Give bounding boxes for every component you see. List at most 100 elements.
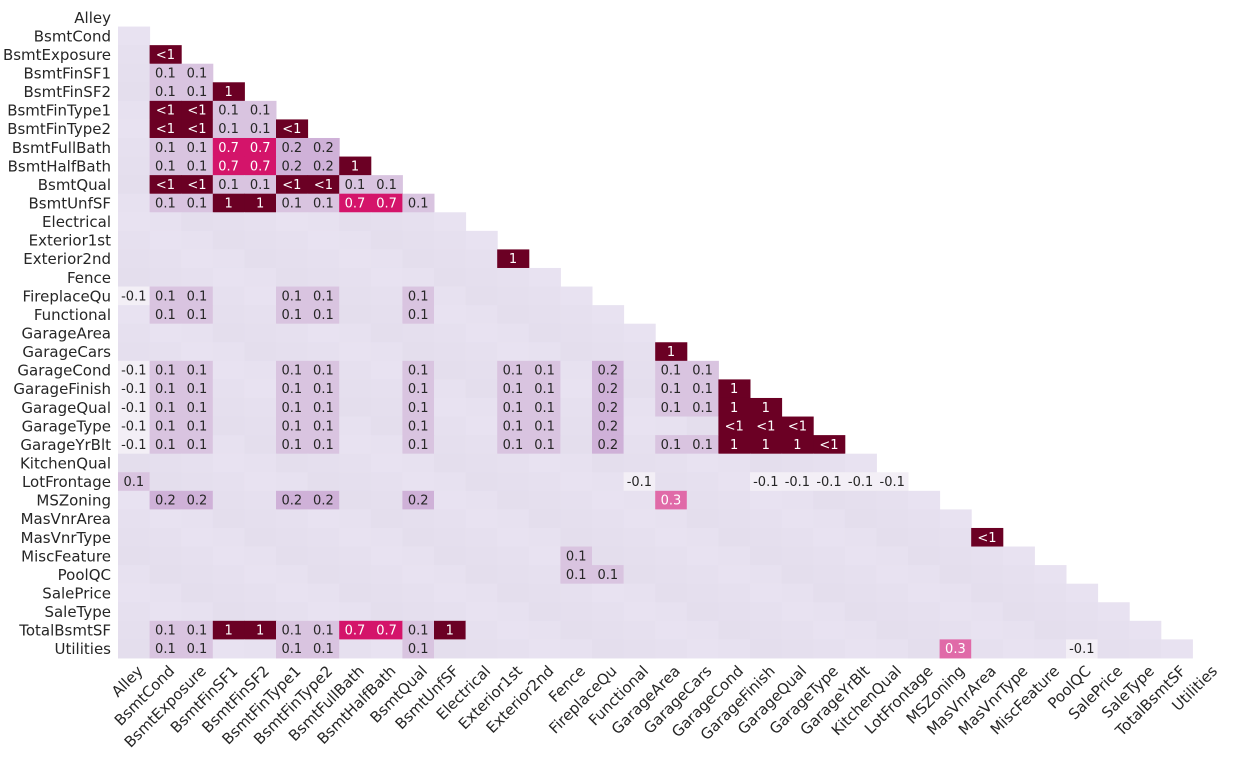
heatmap-cell	[434, 267, 467, 288]
cell-value-label: 0.1	[597, 568, 618, 583]
heatmap-cell	[560, 323, 593, 343]
cell-value-label: 0.2	[281, 141, 302, 156]
heatmap-cell	[465, 360, 498, 380]
heatmap-cell	[212, 397, 245, 418]
heatmap-cell	[181, 490, 214, 510]
heatmap-cell	[718, 453, 751, 473]
heatmap-cell	[307, 249, 340, 269]
cell-value-label: -0.1	[627, 475, 652, 490]
heatmap-cell	[149, 230, 182, 250]
cell-value-label: -0.1	[121, 382, 146, 397]
heatmap-cell	[276, 360, 309, 380]
heatmap-cell	[750, 602, 783, 622]
y-tick-label: BsmtFullBath	[12, 139, 111, 157]
heatmap-cell	[370, 639, 403, 659]
heatmap-cell	[592, 360, 625, 380]
cell-value-label: 1	[256, 196, 264, 211]
cell-value-label: 0.1	[692, 364, 713, 379]
heatmap-cell	[844, 620, 877, 640]
heatmap-cell	[181, 156, 214, 176]
heatmap-cell	[118, 45, 151, 65]
heatmap-cell	[118, 175, 151, 195]
heatmap-cell	[528, 286, 561, 306]
heatmap-cell	[402, 490, 435, 510]
heatmap-cell	[686, 602, 719, 622]
heatmap-cell	[181, 583, 214, 603]
heatmap-cell	[1002, 583, 1035, 603]
heatmap-cell	[908, 509, 941, 529]
heatmap-cell	[497, 565, 530, 585]
y-tick-label: GarageCars	[22, 343, 111, 361]
heatmap-cell	[686, 360, 719, 380]
heatmap-cell	[718, 397, 751, 418]
heatmap-cell	[307, 397, 340, 418]
heatmap-cell	[276, 546, 309, 566]
heatmap-cell	[686, 472, 719, 492]
heatmap-cell	[339, 323, 372, 343]
cell-value-label: 0.2	[408, 494, 429, 509]
y-tick-label: Exterior1st	[29, 232, 112, 250]
cell-value-label: 0.1	[187, 364, 208, 379]
cell-value-label: 0.1	[187, 438, 208, 453]
heatmap-cell	[844, 565, 877, 585]
heatmap-cell	[181, 230, 214, 250]
heatmap-cell	[149, 620, 182, 640]
heatmap-cell	[244, 416, 277, 436]
heatmap-cell	[718, 416, 751, 436]
heatmap-cell	[465, 323, 498, 343]
cell-value-label: 0.1	[155, 364, 176, 379]
heatmap-cell	[655, 546, 688, 566]
y-tick-label: Alley	[74, 9, 111, 27]
heatmap-cell	[813, 527, 846, 548]
heatmap-cell	[339, 305, 372, 325]
heatmap-cell	[497, 397, 530, 418]
heatmap-cell	[149, 435, 182, 455]
heatmap-cell	[181, 379, 214, 399]
heatmap-cell	[592, 435, 625, 455]
cell-value-label: 1	[762, 401, 770, 416]
heatmap-cell	[528, 267, 561, 288]
cell-value-label: 0.1	[313, 624, 334, 639]
cell-value-label: <1	[187, 122, 206, 137]
heatmap-cell	[623, 397, 656, 418]
heatmap-cell	[276, 472, 309, 492]
heatmap-cell	[781, 416, 814, 436]
heatmap-cell	[212, 82, 245, 102]
heatmap-cell	[750, 397, 783, 418]
heatmap-cell	[276, 416, 309, 436]
heatmap-cell	[402, 527, 435, 548]
heatmap-cell	[307, 583, 340, 603]
heatmap-cell	[149, 137, 182, 158]
heatmap-cell	[623, 360, 656, 380]
heatmap-cell	[149, 546, 182, 566]
cell-value-label: 0.1	[187, 159, 208, 174]
heatmap-cell	[686, 379, 719, 399]
heatmap-cell	[212, 267, 245, 288]
heatmap-cell	[212, 453, 245, 473]
heatmap-cell	[718, 620, 751, 640]
heatmap-cell	[149, 490, 182, 510]
y-tick-label: KitchenQual	[20, 454, 111, 472]
cell-value-label: 0.1	[503, 438, 524, 453]
heatmap-cell	[118, 137, 151, 158]
heatmap-cell	[276, 620, 309, 640]
heatmap-cell	[244, 193, 277, 213]
heatmap-cell	[623, 639, 656, 659]
cell-value-label: 1	[730, 382, 738, 397]
heatmap-cell	[149, 360, 182, 380]
heatmap-cell	[528, 360, 561, 380]
heatmap-cell	[655, 527, 688, 548]
heatmap-cell	[402, 546, 435, 566]
heatmap-cell	[181, 546, 214, 566]
heatmap-cell	[276, 490, 309, 510]
heatmap-cell	[592, 305, 625, 325]
heatmap-cell	[592, 416, 625, 436]
heatmap-cell	[212, 342, 245, 362]
heatmap-cell	[339, 342, 372, 362]
heatmap-cell	[465, 490, 498, 510]
heatmap-cell	[434, 435, 467, 455]
y-tick-label: BsmtFinSF2	[23, 83, 111, 101]
cell-value-label: 0.2	[597, 438, 618, 453]
heatmap-cell	[149, 212, 182, 232]
